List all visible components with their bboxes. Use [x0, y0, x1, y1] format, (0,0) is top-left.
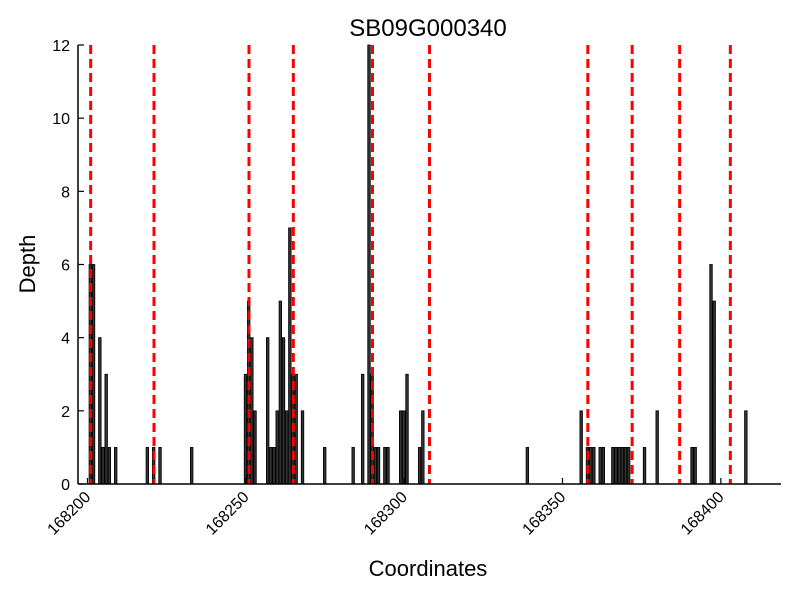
- marker-lines-group: [89, 45, 732, 484]
- depth-bar: [693, 447, 697, 485]
- depth-bar: [598, 447, 602, 485]
- depth-bar: [243, 373, 248, 485]
- chart-title: SB09G000340: [349, 15, 506, 42]
- depth-bar: [281, 337, 286, 485]
- depth-bar: [418, 447, 422, 485]
- y-tick-label: 2: [61, 404, 70, 421]
- depth-bar: [614, 447, 618, 485]
- depth-bar: [592, 447, 596, 485]
- depth-bar: [402, 410, 406, 485]
- depth-bar: [421, 410, 425, 485]
- depth-bar: [744, 410, 748, 485]
- depth-bar: [376, 447, 381, 485]
- depth-bar: [145, 447, 150, 485]
- depth-bar: [399, 410, 403, 485]
- depth-bar: [579, 410, 583, 485]
- y-tick-label: 6: [61, 258, 70, 275]
- x-axis-title: Coordinates: [369, 556, 488, 581]
- depth-bar: [288, 227, 292, 485]
- y-tick-label: 8: [61, 184, 70, 201]
- depth-bar: [525, 447, 530, 485]
- depth-bar: [269, 447, 273, 485]
- depth-bar: [589, 447, 593, 485]
- depth-bar: [101, 447, 105, 485]
- depth-bar: [158, 447, 162, 485]
- depth-bar: [323, 447, 327, 485]
- depth-bar: [367, 44, 371, 485]
- depth-bar: [611, 447, 615, 485]
- depth-bar: [709, 264, 713, 485]
- depth-bar: [601, 447, 606, 485]
- depth-bar: [712, 300, 716, 485]
- depth-bar: [91, 264, 96, 485]
- depth-bar: [620, 447, 625, 485]
- depth-bar: [373, 447, 378, 485]
- depth-bar: [690, 447, 694, 485]
- depth-bar: [250, 337, 254, 485]
- y-tick-label: 10: [52, 111, 70, 128]
- depth-bar: [272, 447, 276, 485]
- depth-bar: [386, 447, 390, 485]
- depth-bar: [190, 447, 194, 485]
- depth-bar: [351, 447, 355, 485]
- depth-bar: [361, 373, 365, 485]
- y-tick-label: 4: [61, 331, 70, 348]
- depth-bar: [627, 447, 631, 485]
- depth-bar: [642, 447, 647, 485]
- depth-bar: [104, 373, 108, 485]
- y-axis-title: Depth: [15, 235, 40, 294]
- depth-bar: [285, 410, 289, 485]
- depth-bar: [617, 447, 621, 485]
- depth-bar: [278, 300, 283, 485]
- depth-bar: [300, 410, 305, 485]
- depth-bar: [655, 410, 659, 485]
- depth-bar: [98, 337, 102, 485]
- depth-bar: [623, 447, 628, 485]
- depth-bar: [405, 373, 409, 485]
- depth-bar: [294, 373, 298, 485]
- depth-bar: [266, 337, 270, 485]
- depth-bar: [114, 447, 118, 485]
- depth-bar: [107, 447, 112, 485]
- depth-bar: [383, 447, 387, 485]
- y-tick-label: 12: [52, 38, 70, 55]
- depth-bar: [253, 410, 257, 485]
- y-tick-label: 0: [61, 477, 70, 494]
- depth-bar: [275, 410, 279, 485]
